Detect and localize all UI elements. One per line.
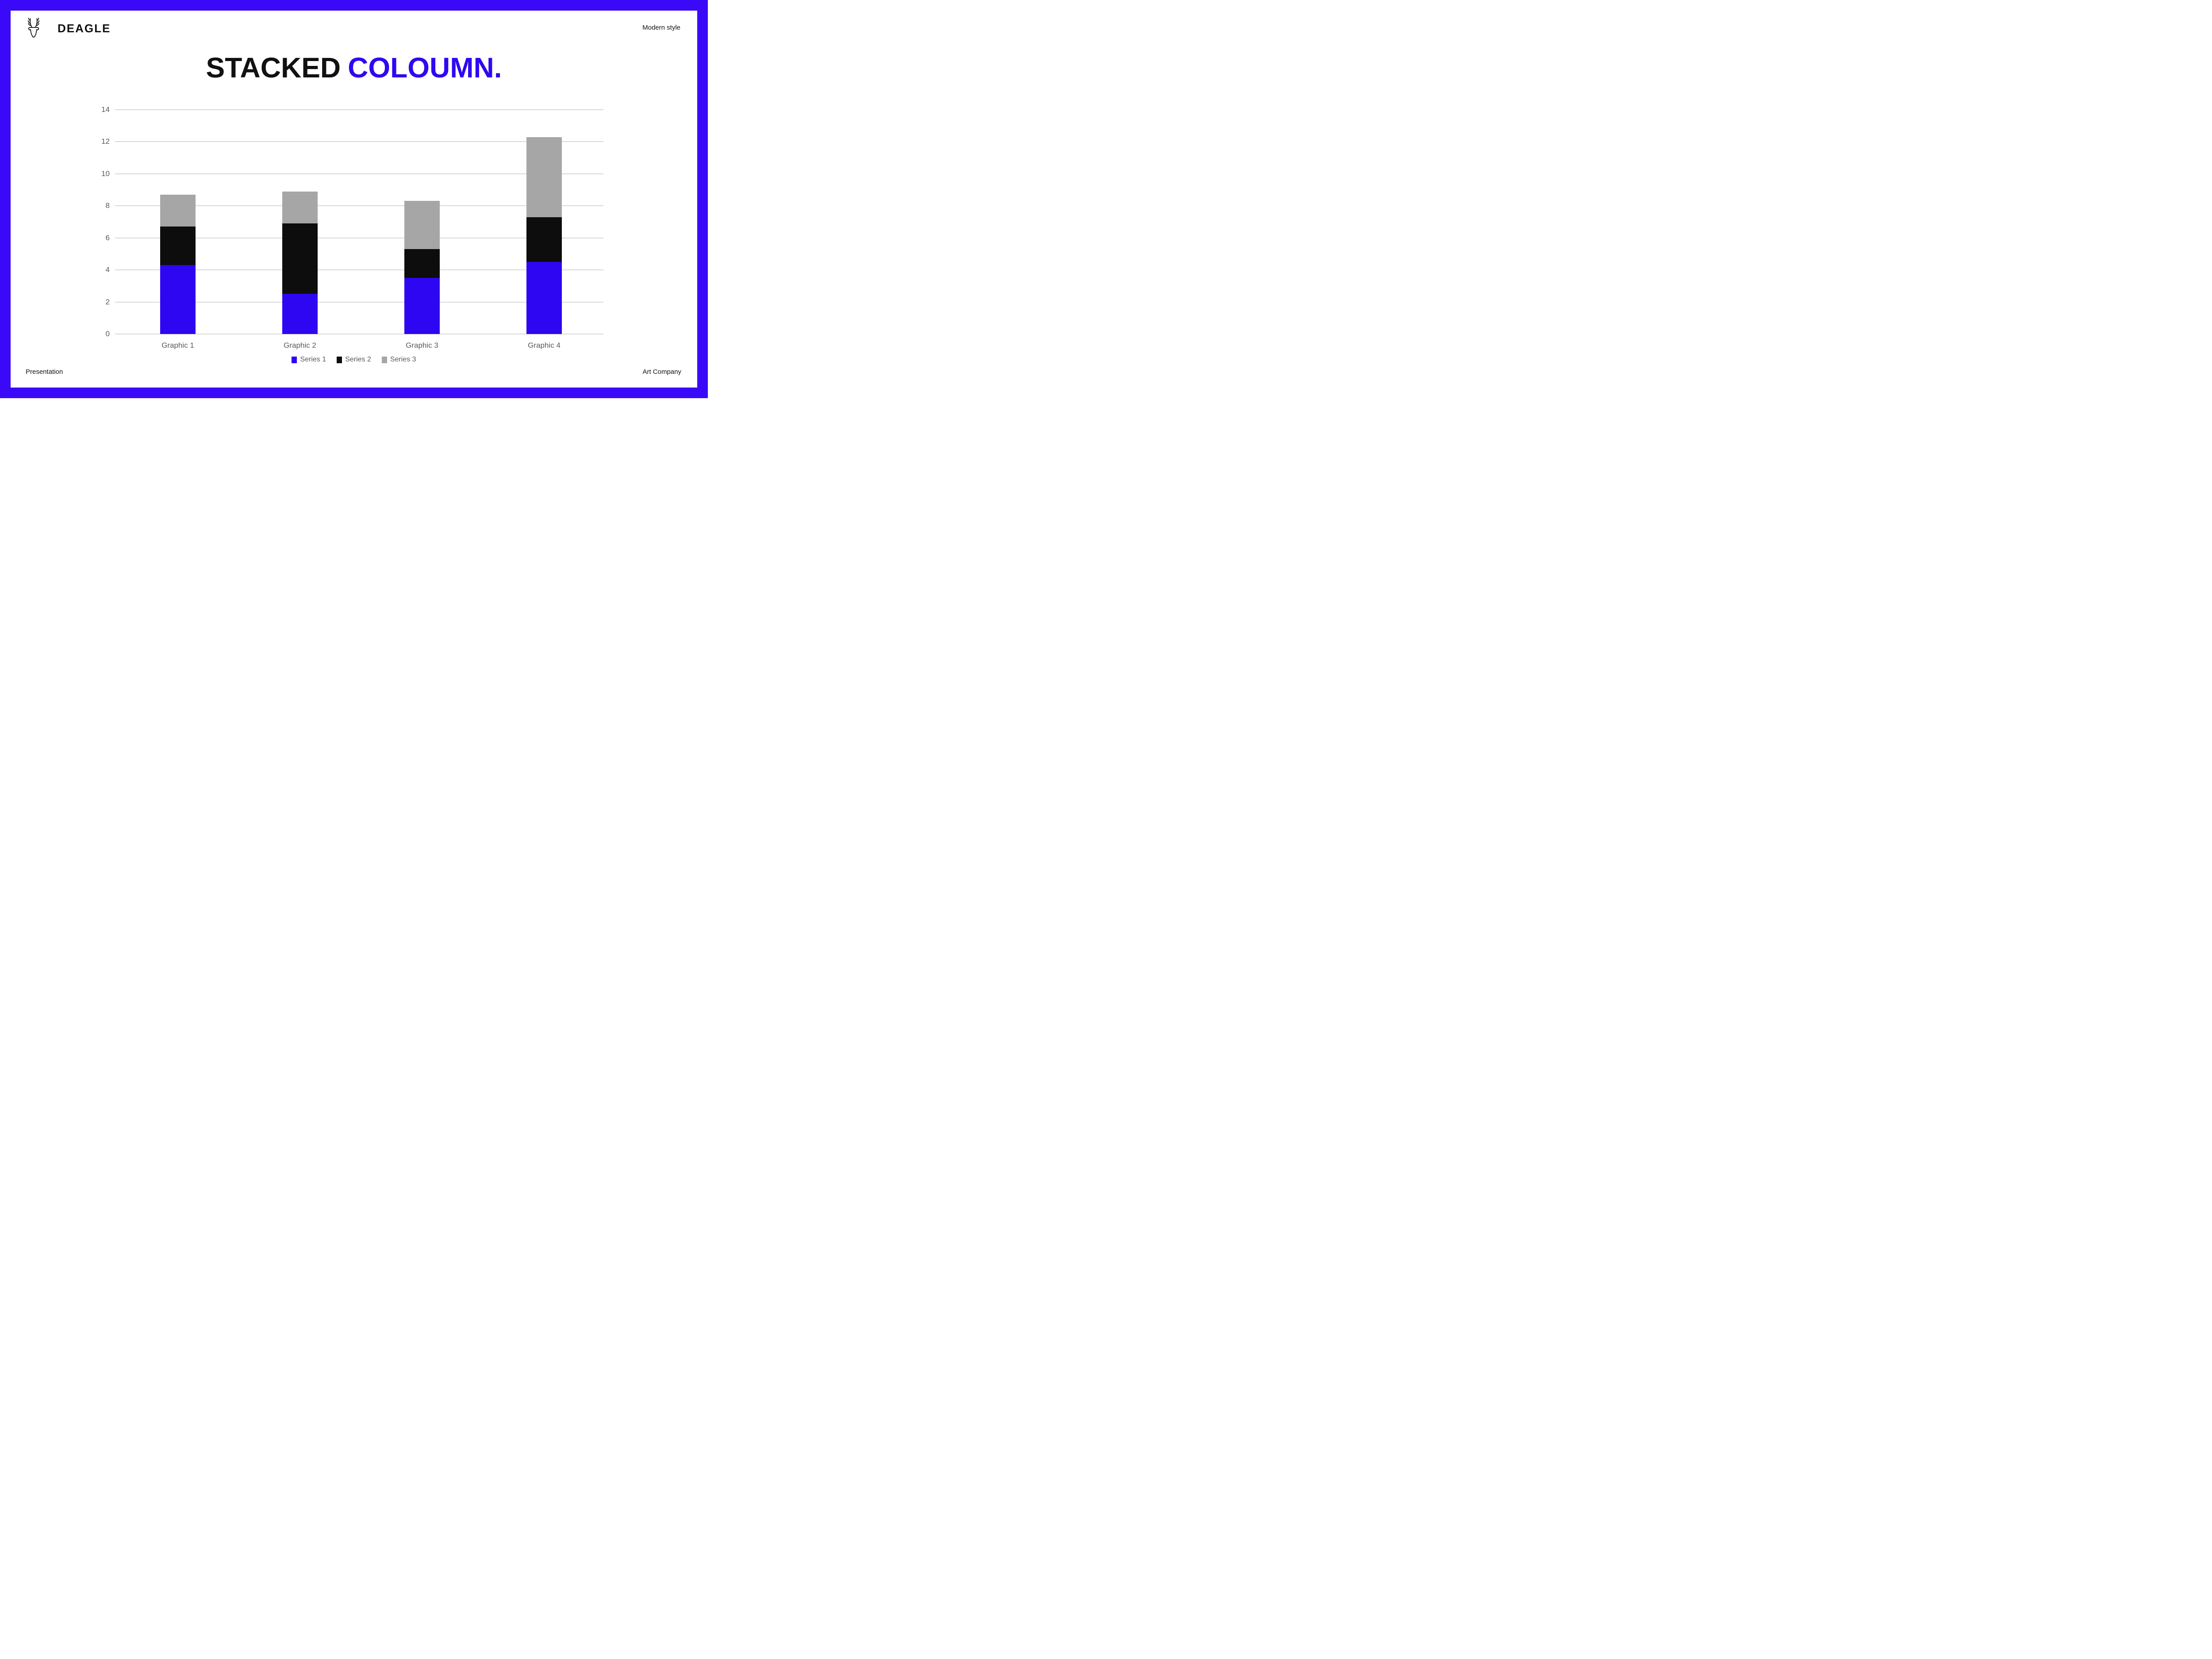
legend-label: Series 3: [390, 356, 416, 363]
y-axis-tick-label: 2: [105, 297, 110, 306]
slide-canvas: DEAGLE Modern style STACKED COLOUMN. 0 2 4 6…: [0, 0, 708, 398]
legend-item-series-1: Series 1: [292, 356, 326, 364]
gridline-y4: [115, 269, 603, 271]
legend-marker-icon: [381, 356, 387, 363]
x-axis-category-label: Graphic 4: [528, 341, 561, 349]
chart-legend: Series 1 Series 2 Series 3: [0, 356, 708, 364]
legend-label: Series 1: [300, 356, 326, 363]
brand-name: DEAGLE: [58, 22, 111, 35]
y-axis-tick-label: 12: [101, 137, 110, 146]
footer-company: Art Company: [642, 368, 681, 376]
bar-segment-series-1: [160, 265, 196, 334]
slide-title-accent: COLOUMN.: [348, 52, 502, 84]
bar-segment-series-2: [526, 217, 562, 262]
y-axis-tick-label: 4: [105, 265, 110, 274]
x-axis-category-label: Graphic 3: [406, 341, 438, 349]
header-tagline: Modern style: [642, 24, 680, 31]
bar-segment-series-3: [282, 191, 318, 224]
x-axis-category-label: Graphic 1: [161, 341, 194, 349]
plot-area: 0 2 4 6 8 10 12 14 Graphic 1 Graphic 2 Graphic 3 Gr…: [101, 105, 603, 349]
bar-segment-series-1: [282, 294, 318, 334]
legend-marker-icon: [337, 356, 342, 363]
bar-segment-series-3: [526, 137, 562, 217]
gridline-y8: [115, 205, 603, 207]
gridline-y12: [115, 141, 603, 142]
gridline-y10: [115, 173, 603, 174]
deer-logo-icon: [27, 18, 40, 38]
y-axis-tick-label: 14: [101, 105, 110, 114]
slide-title: STACKED COLOUMN.: [0, 51, 708, 84]
bar-segment-series-1: [404, 278, 440, 334]
y-axis-tick-label: 10: [101, 169, 110, 178]
x-axis-category-label: Graphic 2: [284, 341, 316, 349]
bar-segment-series-2: [404, 249, 440, 278]
legend-item-series-2: Series 2: [337, 356, 371, 364]
gridline-y14: [115, 109, 603, 110]
slide-title-black: STACKED: [206, 52, 341, 84]
y-axis-tick-label: 0: [105, 330, 110, 338]
footer-presentation: Presentation: [26, 368, 63, 376]
bar-segment-series-3: [404, 201, 440, 250]
bar-segment-series-2: [282, 223, 318, 294]
bar-segment-series-1: [526, 262, 562, 334]
legend-marker-icon: [292, 356, 297, 363]
bar-segment-series-2: [160, 227, 196, 265]
legend-label: Series 2: [345, 356, 371, 363]
gridline-y2: [115, 301, 603, 303]
legend-item-series-3: Series 3: [381, 356, 416, 364]
bar-segment-series-3: [160, 194, 196, 227]
y-axis-tick-label: 6: [105, 233, 110, 242]
y-axis-tick-label: 8: [105, 201, 110, 210]
